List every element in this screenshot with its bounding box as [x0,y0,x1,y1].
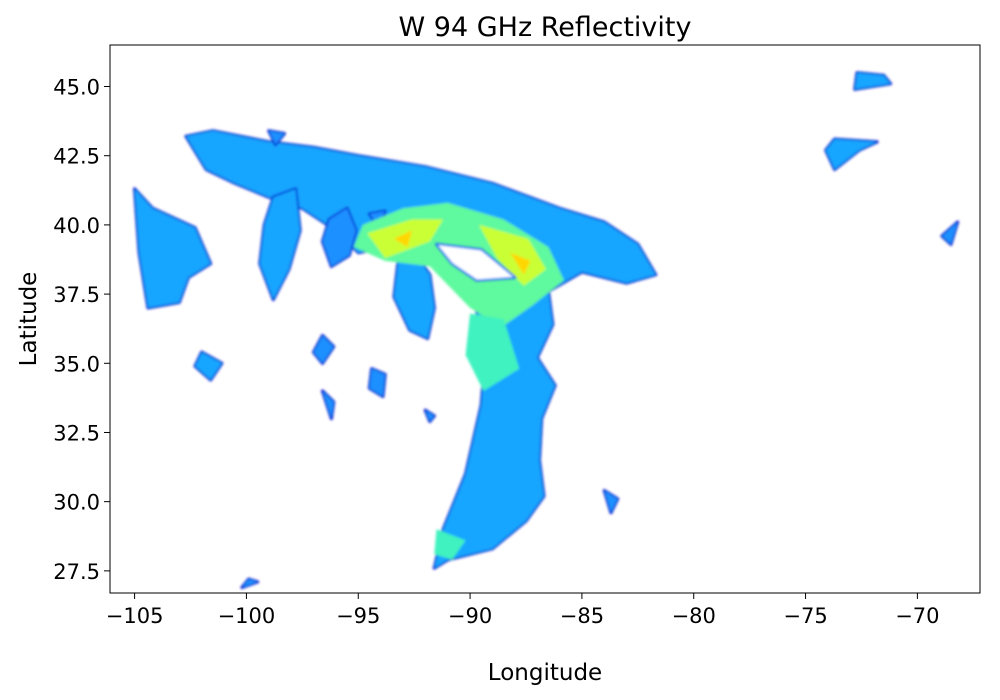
reflectivity-region [313,335,334,364]
reflectivity-field [133,71,960,589]
x-tick-label: −105 [106,604,164,628]
x-tick-label: −75 [783,604,827,628]
x-tick-label: −90 [448,604,492,628]
x-tick-label: −85 [560,604,604,628]
x-axis-label: Longitude [488,660,602,686]
y-tick-label: 40.0 [53,214,100,238]
y-tick-label: 45.0 [53,76,100,100]
x-tick-label: −100 [218,604,276,628]
y-axis: 27.5 30.0 32.5 35.0 37.5 40.0 42.5 45.0 [53,76,110,584]
y-tick-label: 37.5 [53,283,100,307]
reflectivity-region [825,139,878,170]
reflectivity-region [186,130,656,569]
reflectivity-region [942,222,958,245]
y-tick-label: 27.5 [53,560,100,584]
plot-frame [109,44,981,594]
reflectivity-region [322,391,334,419]
y-tick-label: 30.0 [53,491,100,515]
reflectivity-region [434,529,466,560]
reflectivity-region [242,579,258,588]
x-tick-label: −80 [672,604,716,628]
reflectivity-region [259,188,301,300]
reflectivity-region [510,252,531,275]
y-tick-label: 32.5 [53,421,100,445]
y-tick-label: 42.5 [53,145,100,169]
reflectivity-region [322,208,356,267]
reflectivity-region [435,243,516,282]
y-tick-label: 35.0 [53,352,100,376]
x-tick-label: −95 [336,604,380,628]
reflectivity-region [369,368,386,397]
reflectivity-region [394,252,435,339]
reflectivity-region [604,490,618,513]
reflectivity-region [195,352,222,380]
x-axis: −105 −100 −95 −90 −85 −80 −75 −70 [106,593,940,628]
reflectivity-region [465,313,520,391]
reflectivity-region [854,72,891,90]
x-tick-label: −70 [895,604,939,628]
reflectivity-region [268,130,285,145]
reflectivity-region [394,230,412,247]
y-axis-label: Latitude [16,272,42,367]
chart-title: W 94 GHz Reflectivity [399,12,692,43]
reflectivity-region [134,188,211,308]
reflectivity-region [425,410,435,422]
